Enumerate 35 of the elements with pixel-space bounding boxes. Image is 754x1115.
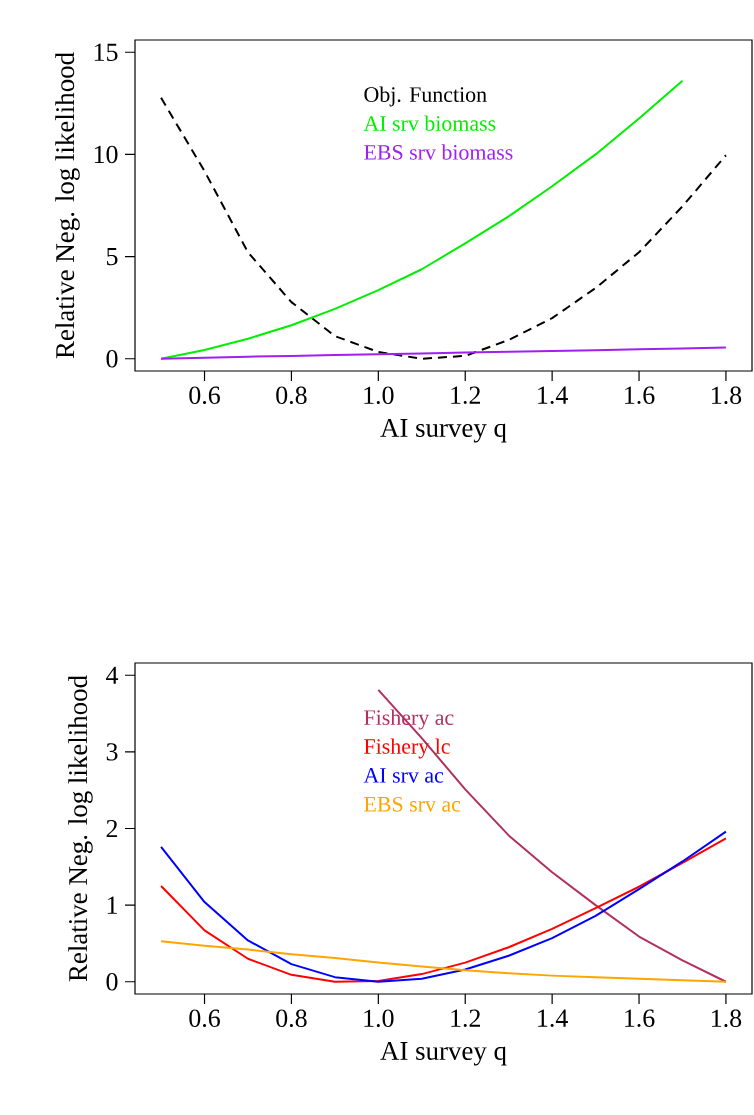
x-tick-label: 0.6 bbox=[189, 386, 220, 405]
x-tick-label: 1.6 bbox=[625, 1009, 655, 1028]
y-tick-label: 5 bbox=[107, 247, 118, 266]
text: AI srv biomass bbox=[363, 115, 496, 131]
x-axis-title: AI survey q bbox=[380, 418, 507, 443]
x-tick-label: 0.8 bbox=[276, 386, 307, 405]
line-series bbox=[160, 940, 727, 983]
line-series bbox=[160, 346, 727, 360]
x-tick-label: 1.0 bbox=[364, 1009, 394, 1028]
y-tick-label: 2 bbox=[106, 819, 118, 838]
x-tick-label: 1.4 bbox=[538, 1009, 568, 1027]
text: AI srv ac bbox=[363, 768, 444, 783]
x-tick-label: 0.8 bbox=[276, 1009, 307, 1028]
x-tick-label: 0.6 bbox=[189, 1009, 220, 1028]
y-tick-label: 1 bbox=[107, 896, 117, 914]
y-tick-label: 15 bbox=[94, 43, 118, 61]
text: EBS srv biomass bbox=[364, 144, 513, 160]
y-axis-title: Relative Neg. log likelihood bbox=[55, 52, 80, 359]
x-tick-label: 1.8 bbox=[712, 1009, 742, 1028]
y-tick-label: 4 bbox=[106, 666, 119, 684]
y-tick-label: 10 bbox=[94, 145, 118, 164]
x-tick-label: 1.0 bbox=[364, 386, 394, 405]
x-tick-label: 1.2 bbox=[451, 1009, 480, 1028]
text: Obj. Function bbox=[364, 86, 487, 107]
text: Fishery lc bbox=[364, 738, 450, 759]
x-axis-title: AI survey q bbox=[380, 1041, 507, 1066]
x-tick-label: 1.4 bbox=[538, 386, 568, 404]
x-tick-label: 1.2 bbox=[451, 386, 480, 405]
text: EBS srv ac bbox=[364, 796, 461, 812]
y-tick-label: 0 bbox=[106, 973, 118, 991]
y-axis-title: Relative Neg. log likelihood bbox=[68, 675, 93, 982]
y-tick-label: 3 bbox=[106, 743, 118, 761]
x-tick-label: 1.8 bbox=[712, 386, 742, 405]
y-tick-label: 0 bbox=[106, 350, 118, 368]
x-tick-label: 1.6 bbox=[625, 386, 655, 405]
